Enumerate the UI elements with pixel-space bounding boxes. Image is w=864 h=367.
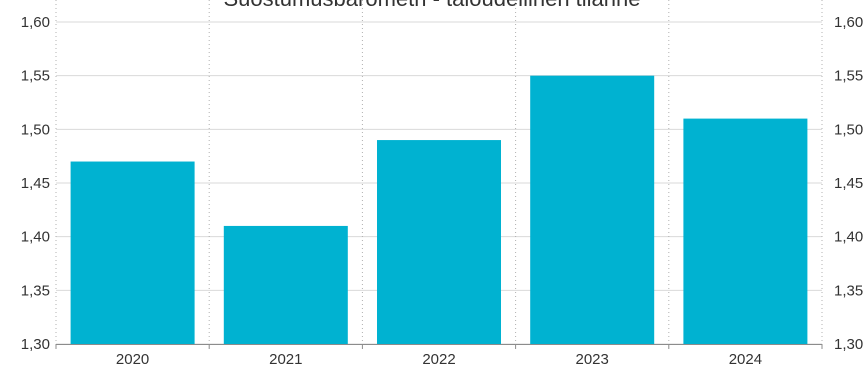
- y-axis-left: 1,30 1,35 1,40 1,45 1,50 1,55 1,60: [21, 14, 50, 353]
- chart-title: Suostumusbarometri - taloudellinen tilan…: [0, 0, 864, 12]
- y-tick-label-left: 1,60: [21, 14, 50, 31]
- bar-2024: [683, 118, 808, 344]
- y-tick-label-right: 1,60: [834, 14, 863, 31]
- bar-2022: [377, 140, 501, 344]
- y-tick-label-right: 1,35: [834, 282, 863, 299]
- bar-2023: [530, 75, 655, 345]
- axis-layer: [55, 344, 823, 349]
- y-tick-label-right: 1,30: [834, 336, 863, 353]
- y-tick-label-left: 1,50: [21, 121, 50, 138]
- y-tick-label-right: 1,50: [834, 121, 863, 138]
- y-tick-label-left: 1,55: [21, 68, 50, 85]
- y-axis-right: 1,30 1,35 1,40 1,45 1,50 1,55 1,60: [834, 14, 863, 353]
- y-tick-label-left: 1,35: [21, 282, 50, 299]
- y-tick-label-left: 1,30: [21, 336, 50, 353]
- x-tick-label-2023: 2023: [576, 351, 609, 367]
- bar-2020: [70, 161, 195, 344]
- x-tick-label-2024: 2024: [729, 351, 762, 367]
- y-tick-label-right: 1,55: [834, 68, 863, 85]
- x-axis: 2020 2021 2022 2023 2024: [116, 351, 762, 367]
- x-tick-label-2022: 2022: [422, 351, 455, 367]
- y-tick-label-left: 1,45: [21, 175, 50, 192]
- x-tick-label-2020: 2020: [116, 351, 149, 367]
- x-tick-label-2021: 2021: [269, 351, 302, 367]
- y-tick-label-right: 1,40: [834, 229, 863, 246]
- y-tick-label-right: 1,45: [834, 175, 863, 192]
- bars-layer: [70, 75, 808, 345]
- y-tick-label-left: 1,40: [21, 229, 50, 246]
- bar-2021: [223, 225, 348, 344]
